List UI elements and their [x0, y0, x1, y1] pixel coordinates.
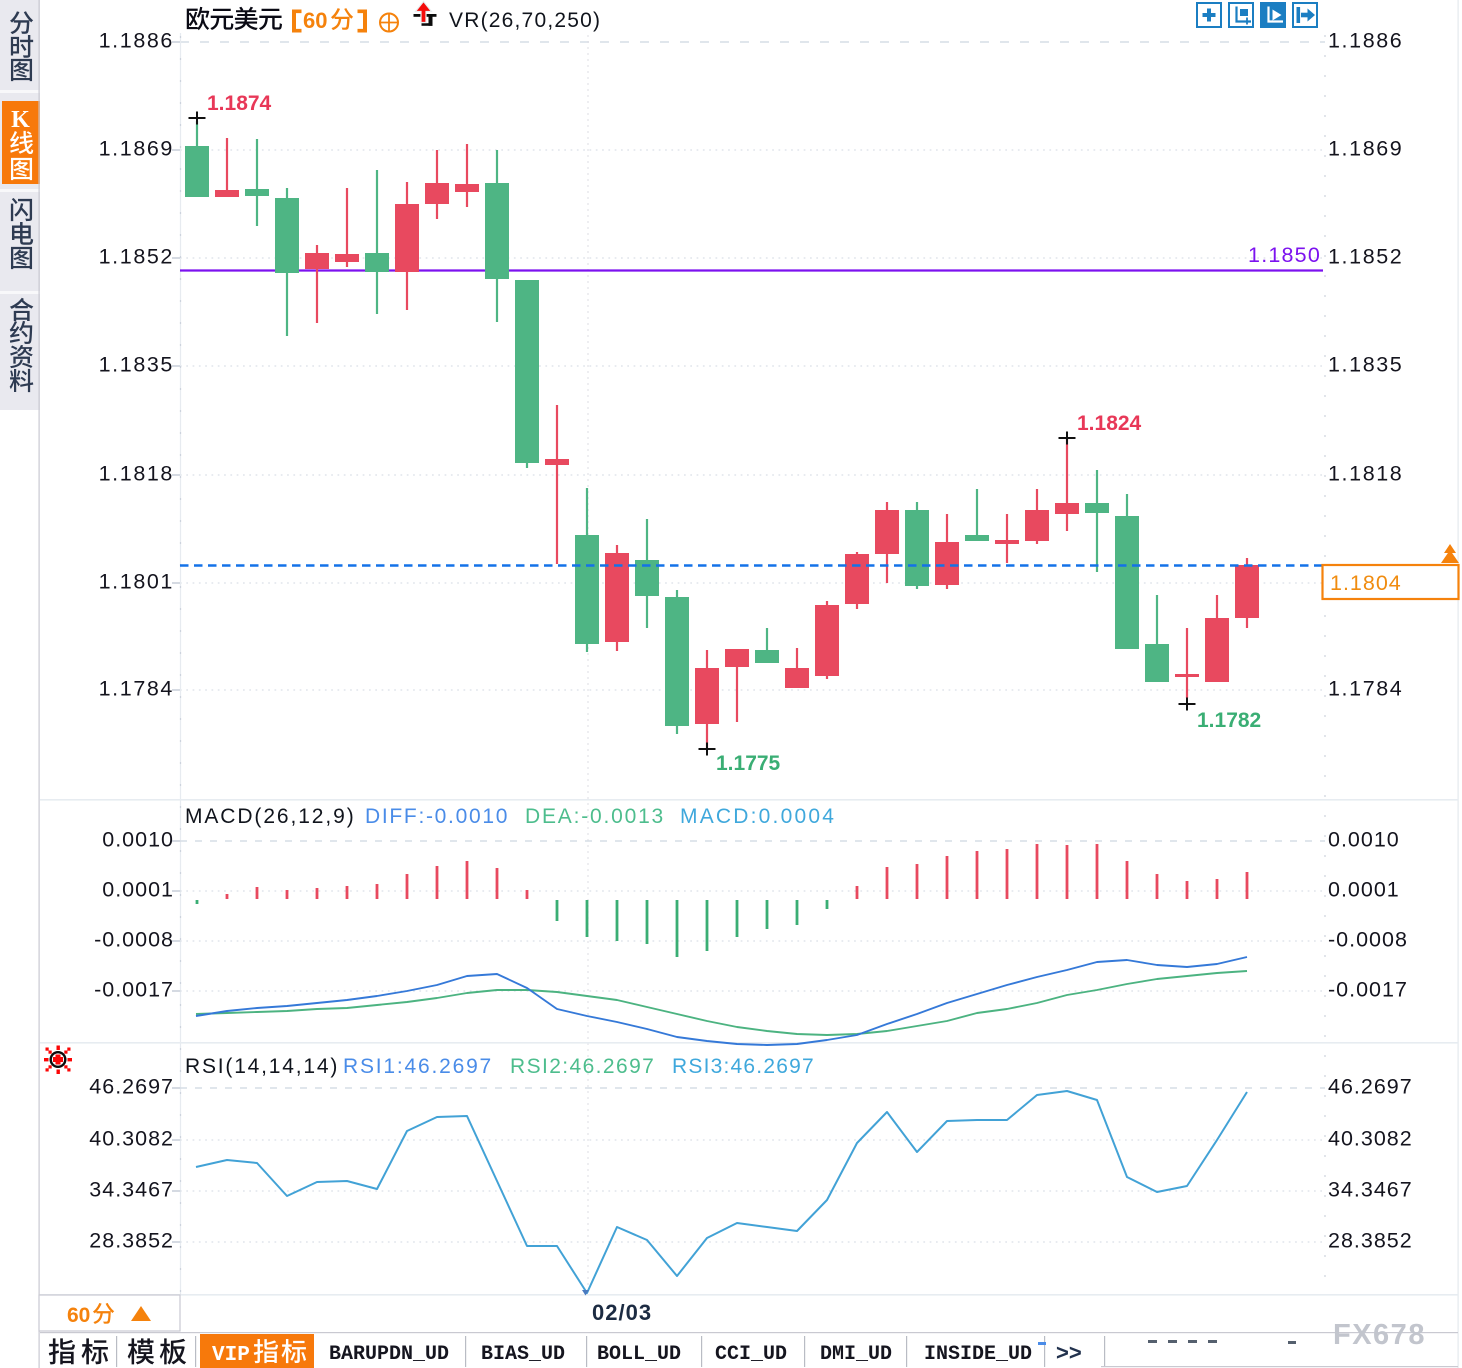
svg-text:02/03: 02/03	[592, 1300, 652, 1325]
svg-text:BIAS_UD: BIAS_UD	[481, 1343, 565, 1366]
svg-text:VIP: VIP	[212, 1344, 250, 1367]
svg-text:DEA:-0.0013: DEA:-0.0013	[525, 805, 665, 828]
svg-text:INSIDE_UD: INSIDE_UD	[924, 1343, 1032, 1366]
svg-text:1.1850: 1.1850	[1248, 243, 1321, 267]
svg-text:46.2697: 46.2697	[89, 1075, 174, 1099]
svg-text:1.1775: 1.1775	[716, 752, 781, 775]
svg-text:60: 60	[303, 8, 327, 33]
svg-text:60: 60	[67, 1304, 90, 1327]
svg-text:1.1835: 1.1835	[99, 353, 174, 377]
svg-text:1.1818: 1.1818	[99, 462, 174, 486]
svg-text:34.3467: 34.3467	[89, 1178, 174, 1202]
svg-text:DIFF:-0.0010: DIFF:-0.0010	[365, 805, 509, 828]
svg-text:1.1869: 1.1869	[99, 137, 174, 161]
svg-text:0.0010: 0.0010	[102, 828, 174, 852]
svg-text:BARUPDN_UD: BARUPDN_UD	[329, 1343, 449, 1366]
svg-text:-0.0008: -0.0008	[1328, 928, 1408, 952]
svg-text:46.2697: 46.2697	[1328, 1075, 1413, 1099]
svg-text:0.0001: 0.0001	[102, 878, 174, 902]
svg-text:1.1801: 1.1801	[99, 570, 174, 594]
svg-text:1.1804: 1.1804	[1330, 571, 1402, 595]
svg-text:1.1869: 1.1869	[1328, 137, 1403, 161]
svg-text:28.3852: 28.3852	[1328, 1229, 1413, 1253]
svg-text:40.3082: 40.3082	[1328, 1127, 1413, 1151]
svg-text:1.1784: 1.1784	[99, 677, 174, 701]
svg-text:RSI3:46.2697: RSI3:46.2697	[672, 1055, 815, 1078]
svg-text:1.1784: 1.1784	[1328, 677, 1403, 701]
svg-text:-0.0008: -0.0008	[94, 928, 174, 952]
svg-text:1.1782: 1.1782	[1197, 709, 1261, 732]
svg-text:DMI_UD: DMI_UD	[820, 1343, 892, 1366]
svg-text:0.0001: 0.0001	[1328, 878, 1400, 902]
svg-text:1.1886: 1.1886	[1328, 29, 1403, 53]
svg-text:VR(26,70,250): VR(26,70,250)	[449, 9, 601, 32]
svg-text:1.1818: 1.1818	[1328, 462, 1403, 486]
svg-text:28.3852: 28.3852	[89, 1229, 174, 1253]
svg-text:34.3467: 34.3467	[1328, 1178, 1413, 1202]
svg-text:1.1824: 1.1824	[1077, 412, 1142, 435]
svg-text:1.1886: 1.1886	[99, 29, 174, 53]
svg-text:40.3082: 40.3082	[89, 1127, 174, 1151]
svg-text:MACD:0.0004: MACD:0.0004	[680, 805, 836, 828]
svg-text:-0.0017: -0.0017	[94, 978, 174, 1002]
svg-text:MACD(26,12,9): MACD(26,12,9)	[185, 805, 356, 828]
svg-text:CCI_UD: CCI_UD	[715, 1343, 787, 1366]
svg-text:RSI2:46.2697: RSI2:46.2697	[510, 1055, 655, 1078]
svg-text:1.1874: 1.1874	[207, 92, 272, 115]
svg-text:FX678: FX678	[1333, 1319, 1426, 1351]
svg-text:1.1852: 1.1852	[99, 245, 174, 269]
svg-text:0.0010: 0.0010	[1328, 828, 1400, 852]
svg-text:RSI(14,14,14): RSI(14,14,14)	[185, 1055, 339, 1078]
svg-text:BOLL_UD: BOLL_UD	[597, 1343, 681, 1366]
svg-text:K: K	[11, 107, 30, 133]
svg-text:RSI1:46.2697: RSI1:46.2697	[343, 1055, 493, 1078]
svg-text:1.1835: 1.1835	[1328, 353, 1403, 377]
svg-text:-0.0017: -0.0017	[1328, 978, 1408, 1002]
svg-text:1.1852: 1.1852	[1328, 245, 1403, 269]
svg-text:>>: >>	[1056, 1340, 1082, 1365]
